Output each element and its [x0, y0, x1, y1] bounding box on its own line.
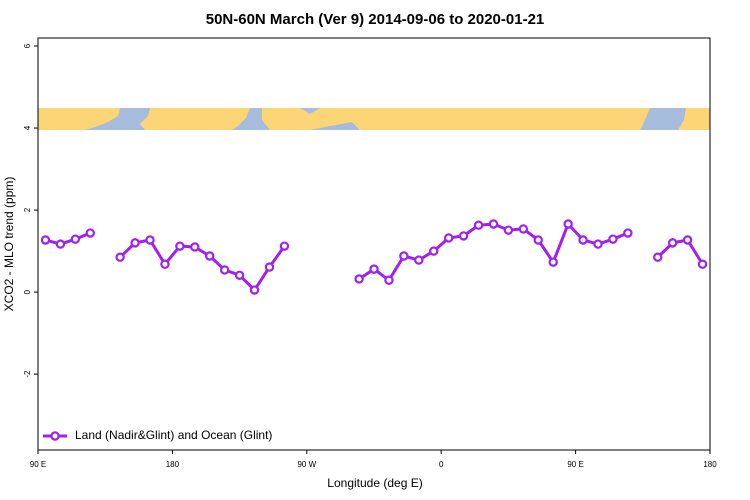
data-point: [503, 225, 514, 235]
x-axis-label: Longitude (deg E): [327, 476, 422, 490]
map-band: [38, 108, 710, 130]
data-point: [488, 219, 499, 229]
data-point: [548, 257, 558, 267]
data-point: [115, 252, 125, 262]
data-point: [175, 241, 185, 251]
x-tick-label: 180: [703, 460, 717, 469]
data-point: [653, 252, 663, 262]
data-point: [563, 219, 573, 229]
data-point: [473, 220, 484, 230]
y-tick-label: -2: [23, 370, 32, 378]
data-point: [279, 241, 290, 251]
data-point: [264, 262, 275, 272]
data-point: [130, 238, 140, 248]
data-point: [578, 235, 588, 245]
data-point: [249, 285, 260, 295]
land: [678, 108, 710, 130]
y-tick-label: 2: [23, 207, 32, 212]
data-point: [518, 224, 529, 234]
data-point: [384, 275, 394, 285]
data-point: [458, 231, 469, 241]
data-point: [40, 235, 51, 245]
data-point: [697, 259, 708, 269]
y-axis-label: XCO2 - MLO trend (ppm): [2, 177, 16, 312]
data-point: [85, 228, 95, 238]
data-point: [70, 234, 81, 244]
legend-marker: [50, 431, 60, 441]
data-point: [533, 235, 543, 245]
x-tick-label: 90 E: [30, 460, 46, 469]
land: [140, 108, 250, 130]
data-point: [399, 251, 409, 261]
land: [38, 108, 120, 130]
legend-label: Land (Nadir&Glint) and Ocean (Glint): [75, 428, 272, 442]
data-point: [205, 251, 215, 261]
chart-title: 50N-60N March (Ver 9) 2014-09-06 to 2020…: [206, 11, 545, 28]
data-point: [443, 233, 454, 243]
data-line: [45, 222, 704, 292]
y-tick-label: 0: [23, 289, 32, 294]
data-point: [667, 238, 678, 248]
data-point: [160, 259, 170, 269]
data-point: [354, 274, 364, 284]
data-point: [429, 246, 439, 256]
data-point: [234, 270, 245, 280]
land: [262, 108, 650, 130]
plot-frame: [37, 37, 711, 451]
x-tick-label: 90 W: [297, 460, 316, 469]
x-tick-label: 180: [166, 460, 180, 469]
data-point: [145, 235, 155, 245]
y-tick-label: 4: [23, 125, 32, 130]
data-point: [190, 242, 200, 252]
data-point: [369, 264, 379, 274]
y-tick-label: 6: [23, 43, 32, 48]
data-point: [608, 234, 618, 244]
data-point: [219, 265, 230, 275]
data-point: [55, 239, 66, 249]
data-point: [623, 228, 633, 238]
data-point: [682, 235, 693, 245]
data-point: [414, 255, 424, 265]
x-tick-label: 0: [439, 460, 444, 469]
data-point: [593, 239, 603, 249]
x-tick-label: 90 E: [567, 460, 583, 469]
